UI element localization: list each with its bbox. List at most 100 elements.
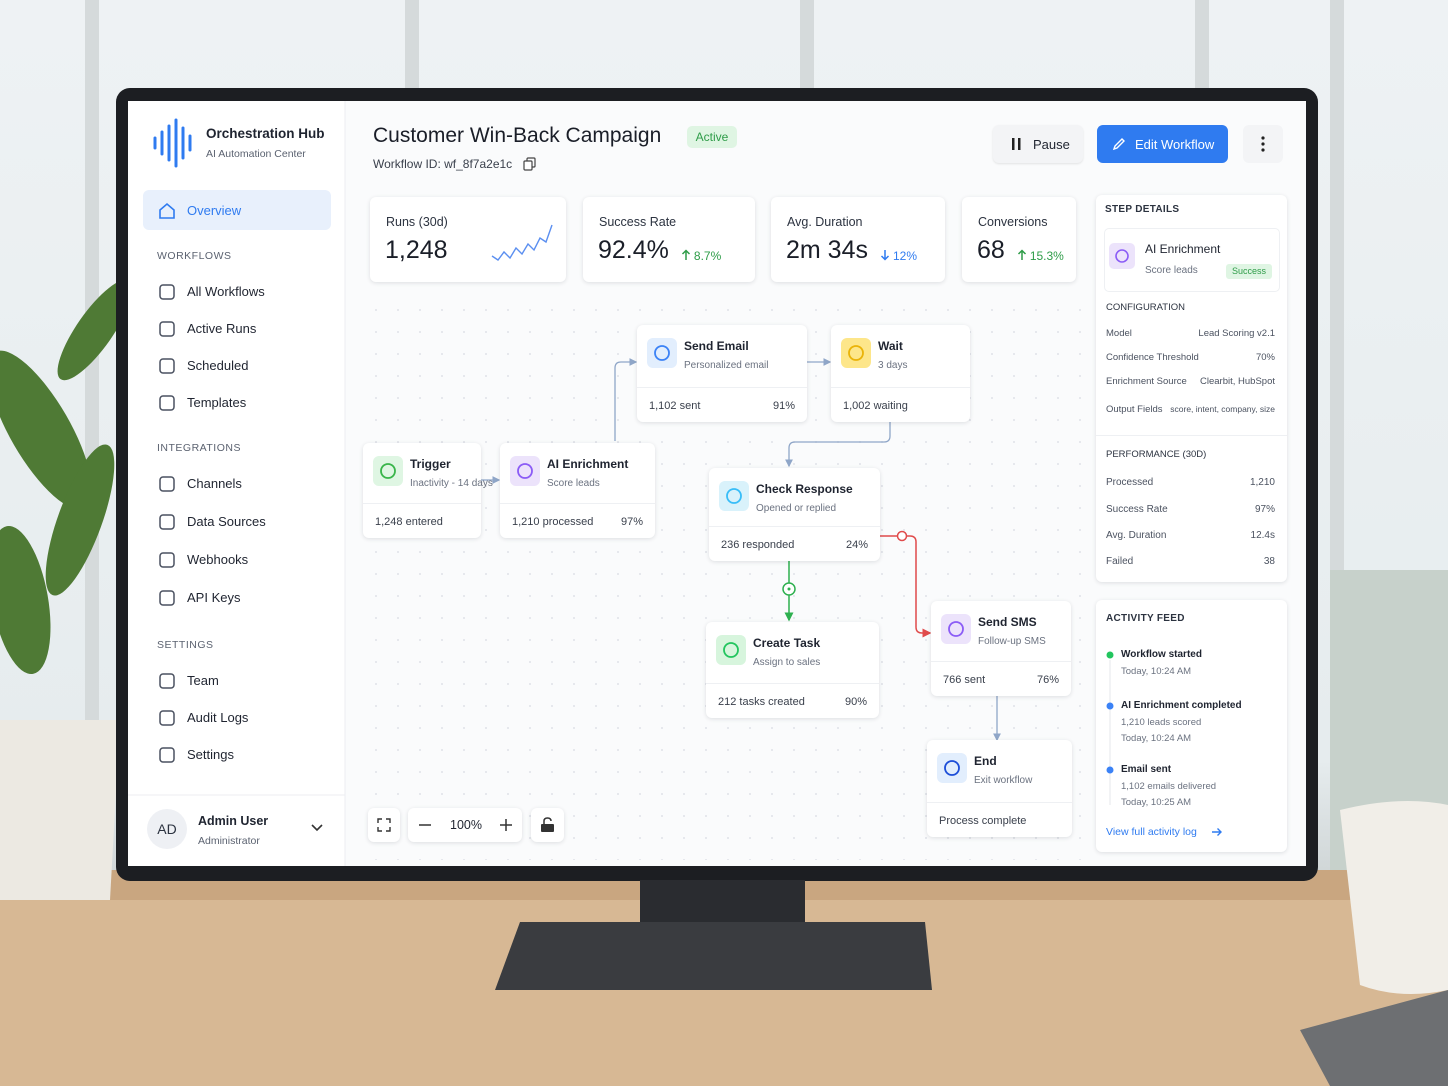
node-metric: 236 responded — [721, 539, 795, 551]
node-metric: 1,002 waiting — [843, 400, 908, 412]
fit-icon — [377, 818, 391, 832]
metric-value: 38 — [1263, 556, 1275, 567]
config-value: Clearbit, HubSpot — [1200, 376, 1275, 387]
stat-card: Avg. Duration 2m 34s 12% — [771, 197, 945, 282]
fit-button[interactable] — [368, 808, 400, 842]
brand-subtitle: AI Automation Center — [206, 147, 306, 160]
node-title: Send Email — [684, 339, 749, 353]
node-divider — [706, 683, 879, 684]
nav-icon — [159, 321, 175, 337]
node-title: AI Enrichment — [547, 457, 629, 471]
event-detail: Today, 10:24 AM — [1121, 666, 1192, 678]
nav-item[interactable]: Active Runs — [187, 321, 257, 337]
node-icon — [510, 456, 540, 486]
status-badge: Active — [687, 126, 737, 148]
zoom-level: 100% — [450, 818, 482, 832]
node-divider — [363, 503, 481, 504]
edit-workflow-button[interactable]: Edit Workflow — [1097, 125, 1228, 163]
user-role: Administrator — [198, 834, 260, 847]
node-subtitle: Score leads — [547, 478, 600, 489]
nav-item[interactable]: All Workflows — [187, 284, 265, 300]
metric-value: 97% — [1254, 504, 1275, 515]
nav-icon — [159, 747, 175, 763]
stat-label: Runs (30d) — [386, 215, 448, 229]
node-metric: 212 tasks created — [718, 696, 805, 708]
config-value: score, intent, company, size — [1170, 404, 1275, 414]
metric-key: Success Rate — [1106, 504, 1168, 515]
workflow-node[interactable]: Wait 3 days 1,002 waiting — [831, 325, 970, 422]
node-divider — [500, 503, 655, 504]
event-title: Email sent — [1121, 764, 1172, 775]
nav-item[interactable]: Templates — [187, 395, 247, 411]
panel-heading: ACTIVITY FEED — [1106, 613, 1185, 624]
nav-section-heading: INTEGRATIONS — [157, 441, 241, 454]
node-title: Trigger — [410, 457, 451, 471]
config-value: Lead Scoring v2.1 — [1198, 328, 1275, 339]
nav-item[interactable]: Settings — [187, 747, 234, 763]
node-divider — [931, 661, 1071, 662]
workflow-node[interactable]: Trigger Inactivity - 14 days 1,248 entered — [363, 443, 493, 538]
nav-icon — [159, 514, 175, 530]
runs-sparkline — [491, 224, 553, 261]
workflow-node[interactable]: AI Enrichment Score leads 1,210 processed 9… — [500, 443, 655, 538]
node-rate: 24% — [845, 539, 868, 551]
metric-key: Avg. Duration — [1106, 530, 1167, 541]
metric-value: 1,210 — [1249, 477, 1275, 488]
nav-item[interactable]: Data Sources — [187, 514, 266, 530]
nav-item[interactable]: Team — [187, 673, 219, 689]
step-status: Success — [1226, 264, 1272, 279]
button-label: Pause — [1033, 137, 1070, 152]
node-divider — [637, 387, 807, 388]
node-rate: 90% — [844, 696, 867, 708]
zoom-in-icon — [500, 819, 512, 831]
nav-item[interactable]: API Keys — [187, 590, 241, 606]
section-heading: CONFIGURATION — [1106, 302, 1185, 314]
stat-change: 8.7% — [693, 249, 722, 263]
node-subtitle: Follow-up SMS — [978, 636, 1046, 647]
node-rate: 76% — [1036, 674, 1059, 686]
workflow-id: Workflow ID: wf_8f7a2e1c — [373, 156, 513, 171]
activity-log-link[interactable]: View full activity log — [1106, 825, 1197, 838]
stat-value: 2m 34s — [786, 236, 868, 264]
zoom-control[interactable]: 100% — [408, 808, 522, 842]
workflow-node[interactable]: Send Email Personalized email 1,102 sent 91… — [637, 325, 807, 422]
user-name: Admin User — [198, 813, 269, 828]
stat-card: Success Rate 92.4% 8.7% — [583, 197, 755, 282]
node-title: Send SMS — [978, 615, 1037, 629]
workflow-node[interactable]: Create Task Assign to sales 212 tasks crea… — [706, 622, 879, 718]
node-subtitle: Exit workflow — [974, 775, 1033, 786]
lock-button[interactable] — [531, 808, 564, 842]
brand-title: Orchestration Hub — [206, 125, 325, 141]
divider — [1096, 435, 1287, 436]
event-detail: Today, 10:25 AM — [1121, 797, 1192, 809]
nav-item[interactable]: Channels — [187, 476, 242, 492]
nav-item[interactable]: Audit Logs — [187, 710, 249, 726]
nav-icon — [159, 395, 175, 411]
workflow-node[interactable]: End Exit workflow Process complete — [927, 740, 1072, 837]
stat-change: 12% — [892, 249, 918, 263]
stat-change: 15.3% — [1029, 249, 1064, 263]
node-title: Wait — [878, 339, 903, 353]
node-divider — [831, 387, 970, 388]
nav-item[interactable]: Webhooks — [187, 552, 249, 568]
panel-heading: STEP DETAILS — [1105, 204, 1180, 215]
node-subtitle: Opened or replied — [756, 503, 837, 514]
stat-label: Avg. Duration — [787, 215, 863, 229]
step-subtitle: Score leads — [1145, 265, 1198, 276]
step-icon — [1109, 243, 1135, 269]
metric-value: 12.4s — [1250, 530, 1275, 541]
workflow-node[interactable]: Check Response Opened or replied 236 respo… — [709, 468, 880, 561]
nav-item[interactable]: Scheduled — [187, 358, 249, 374]
event-title: AI Enrichment completed — [1121, 700, 1242, 711]
pause-button[interactable]: Pause — [993, 125, 1083, 163]
pause-icon — [1012, 138, 1021, 150]
node-subtitle: 3 days — [878, 360, 908, 371]
stat-label: Conversions — [978, 215, 1048, 229]
stat-value: 92.4% — [598, 236, 669, 264]
node-metric: 1,102 sent — [649, 400, 701, 412]
node-metric: Process complete — [939, 815, 1027, 827]
node-metric: 766 sent — [943, 674, 986, 686]
more-button[interactable] — [1243, 125, 1283, 163]
node-metric: 1,210 processed — [512, 516, 594, 528]
workflow-node[interactable]: Send SMS Follow-up SMS 766 sent 76% — [931, 601, 1071, 696]
